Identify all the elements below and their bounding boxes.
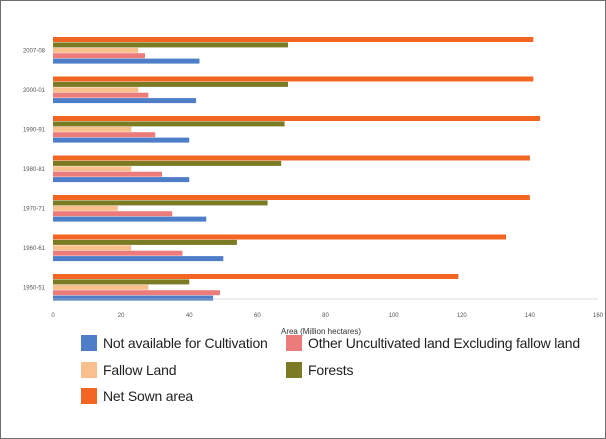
bar-1960-61-not-available-for-cultivation <box>53 256 224 262</box>
bar-1990-91-other-uncultivated-land-excluding-fallow-land <box>53 132 156 138</box>
category-tick-labels: 1950-51 1960-61 1970-71 1980-81 1990-91 2000-… <box>23 49 46 292</box>
x-tick-label: 20 <box>118 313 125 319</box>
category-tick-label: 2000-01 <box>23 88 46 94</box>
bar-1950-51-fallow-land <box>53 284 149 290</box>
bar-1950-51-forests <box>53 279 190 285</box>
x-tick-label: 120 <box>457 313 468 319</box>
bar-1970-71-forests <box>53 200 268 206</box>
x-tick-label: 40 <box>186 313 193 319</box>
category-tick-label: 1990-91 <box>23 128 46 134</box>
bar-1990-91-fallow-land <box>53 126 132 132</box>
bar-2007-08-other-uncultivated-land-excluding-fallow-land <box>53 53 145 59</box>
bar-1980-81-other-uncultivated-land-excluding-fallow-land <box>53 171 162 177</box>
x-tick-label: 140 <box>525 313 536 319</box>
bar-1970-71-net-sown-area <box>53 195 530 200</box>
bar-2007-08-net-sown-area <box>53 37 534 42</box>
bar-1960-61-forests <box>53 239 237 245</box>
x-tick-label: 0 <box>51 313 55 319</box>
bar-1990-91-forests <box>53 121 285 127</box>
category-tick-label: 2007-08 <box>23 49 46 55</box>
x-tick-label: 160 <box>593 313 604 319</box>
bar-2000-01-fallow-land <box>53 87 139 93</box>
bar-1950-51-other-uncultivated-land-excluding-fallow-land <box>53 290 220 296</box>
x-tick-label: 100 <box>389 313 400 319</box>
bar-1980-81-not-available-for-cultivation <box>53 177 190 183</box>
bar-2007-08-fallow-land <box>53 47 139 53</box>
bar-1960-61-fallow-land <box>53 245 132 251</box>
category-tick-label: 1970-71 <box>23 207 46 213</box>
x-tick-label: 80 <box>322 313 329 319</box>
category-tick-label: 1980-81 <box>23 167 46 173</box>
bar-2000-01-forests <box>53 81 289 87</box>
category-tick-label: 1960-61 <box>23 246 46 252</box>
category-tick-label: 1950-51 <box>23 286 46 292</box>
bar-2007-08-forests <box>53 42 289 48</box>
bar-1990-91-net-sown-area <box>53 116 541 121</box>
bar-1960-61-other-uncultivated-land-excluding-fallow-land <box>53 250 183 256</box>
bar-1960-61-net-sown-area <box>53 234 507 240</box>
bar-1980-81-forests <box>53 160 282 166</box>
bar-2007-08-not-available-for-cultivation <box>53 58 200 64</box>
bar-1970-71-not-available-for-cultivation <box>53 216 207 222</box>
bars-group <box>53 37 541 301</box>
bar-1970-71-fallow-land <box>53 205 118 211</box>
bar-2000-01-not-available-for-cultivation <box>53 98 197 104</box>
bar-1950-51-not-available-for-cultivation <box>53 295 214 301</box>
x-axis-tick-labels: 0 20 40 60 80 100 120 140 160 <box>51 313 603 319</box>
bar-1970-71-other-uncultivated-land-excluding-fallow-land <box>53 211 173 217</box>
bar-2000-01-other-uncultivated-land-excluding-fallow-land <box>53 92 149 98</box>
bar-1950-51-net-sown-area <box>53 274 459 279</box>
x-tick-label: 60 <box>254 313 261 319</box>
x-axis-title: Area (Million hectares) <box>281 327 361 336</box>
bar-1980-81-fallow-land <box>53 166 132 172</box>
bar-1990-91-not-available-for-cultivation <box>53 137 190 143</box>
bar-2000-01-net-sown-area <box>53 76 534 82</box>
bar-1980-81-net-sown-area <box>53 155 530 161</box>
